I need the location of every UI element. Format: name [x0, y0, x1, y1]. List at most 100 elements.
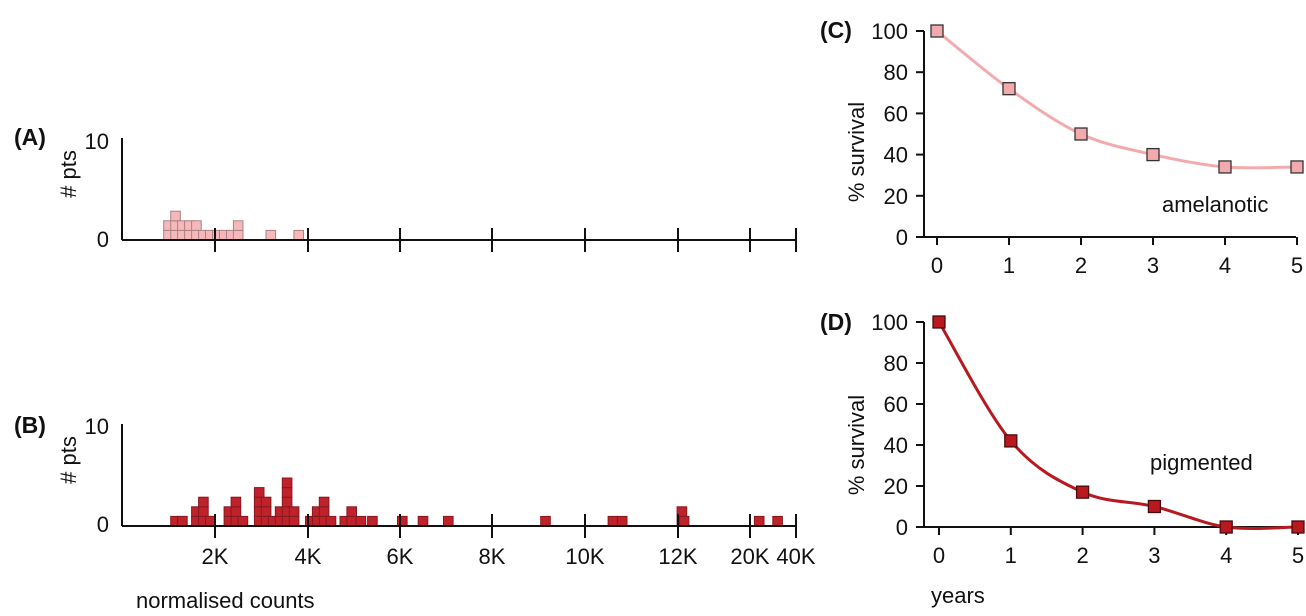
y-tick-label: 100 — [871, 310, 908, 335]
panel-b-xtick-labels: 2K 4K 6K 8K 10K 12K 20K 40K — [202, 544, 816, 569]
panel-b-xticks — [214, 514, 797, 538]
data-point-marker — [932, 315, 946, 329]
x-tick-label: 8K — [479, 544, 506, 569]
x-tick-label: 10K — [565, 544, 604, 569]
panel-a-letter: (A) — [14, 124, 46, 150]
histogram-panel-a: (A) 10 0 # pts — [14, 124, 797, 252]
panel-b-bars — [170, 477, 783, 527]
histogram-square — [265, 229, 277, 241]
survival-panel-d: (D) % survival 0 20 40 60 80 100 0 1 2 3 4 5 pigme… — [820, 309, 1305, 608]
histogram-square — [318, 506, 330, 517]
y-tick-label: 40 — [884, 143, 908, 168]
histogram-square — [417, 515, 429, 527]
histogram-square — [281, 487, 293, 498]
panel-d-ylabel: % survival — [844, 395, 869, 495]
y-tick-label: 20 — [884, 474, 908, 499]
panel-c-ylabel: % survival — [844, 102, 869, 202]
y-tick-label: 0 — [896, 225, 908, 250]
panel-a-bars — [163, 210, 304, 241]
x-tick-label: 0 — [933, 543, 945, 568]
histogram-square — [191, 220, 202, 231]
histogram-square — [230, 496, 242, 508]
panel-d-xlabel: years — [931, 583, 985, 608]
histogram-square — [205, 515, 216, 527]
panel-c-annotation: amelanotic — [1162, 192, 1268, 217]
histogram-square — [367, 515, 378, 527]
histogram-square — [260, 506, 272, 517]
panel-b-ylabel: # pts — [56, 436, 81, 484]
panel-c-letter: (C) — [820, 17, 852, 43]
x-tick-label: 3 — [1147, 253, 1159, 278]
data-point-marker — [1147, 499, 1162, 514]
histogram-square — [753, 515, 765, 527]
panel-c-xticks: 0 1 2 3 4 5 — [931, 237, 1303, 278]
histogram-square — [232, 229, 244, 241]
panel-b-ytick-0: 0 — [97, 512, 109, 537]
histogram-square — [281, 477, 293, 489]
data-point-marker — [1002, 82, 1016, 96]
histogram-square — [281, 496, 293, 508]
panel-a-xticks — [214, 228, 797, 252]
data-point-marker — [1291, 520, 1305, 534]
y-tick-label: 60 — [884, 101, 908, 126]
y-tick-label: 80 — [884, 351, 908, 376]
data-point-marker — [930, 24, 944, 38]
x-tick-label: 2 — [1075, 253, 1087, 278]
histogram-square — [170, 210, 181, 222]
histogram-square — [232, 220, 244, 231]
y-tick-label: 60 — [884, 392, 908, 417]
data-point-marker — [1146, 147, 1160, 162]
histogram-square — [260, 496, 272, 508]
histogram-square — [237, 515, 249, 527]
y-tick-label: 20 — [884, 184, 908, 209]
x-tick-label: 12K — [658, 544, 697, 569]
histogram-square — [198, 506, 209, 517]
panel-b-ytick-10: 10 — [85, 414, 109, 439]
histogram-square — [678, 515, 690, 527]
histogram-square — [346, 515, 357, 527]
panel-a-ytick-0: 0 — [97, 227, 109, 252]
data-point-marker — [1074, 127, 1088, 141]
x-tick-label: 6K — [387, 544, 414, 569]
x-tick-label: 5 — [1292, 543, 1304, 568]
panel-b-xlabel: normalised counts — [136, 588, 315, 613]
histogram-square — [355, 515, 367, 527]
x-tick-label: 2K — [202, 544, 229, 569]
x-tick-label: 2 — [1076, 543, 1088, 568]
panel-b-letter: (B) — [14, 412, 46, 438]
y-tick-label: 40 — [884, 433, 908, 458]
histogram-square — [616, 515, 628, 527]
panel-d-series — [932, 315, 1305, 534]
histogram-square — [772, 515, 783, 527]
histogram-square — [443, 515, 454, 527]
survival-line — [936, 29, 1298, 170]
histogram-square — [346, 506, 357, 517]
data-point-marker — [1075, 485, 1090, 499]
histogram-square — [607, 515, 619, 527]
histogram-square — [230, 506, 242, 517]
data-point-marker — [1218, 160, 1232, 174]
x-tick-label: 20K — [730, 544, 769, 569]
x-tick-label: 40K — [776, 544, 815, 569]
histogram-square — [198, 496, 209, 508]
histogram-square — [288, 515, 300, 527]
x-tick-label: 1 — [1005, 543, 1017, 568]
histogram-square — [293, 229, 304, 241]
x-tick-label: 5 — [1291, 253, 1303, 278]
data-point-marker — [1004, 434, 1018, 448]
y-tick-label: 100 — [871, 19, 908, 44]
x-tick-label: 4K — [295, 544, 322, 569]
panel-c-series — [930, 24, 1304, 174]
panel-d-annotation: pigmented — [1150, 450, 1253, 475]
panel-a-ytick-10: 10 — [85, 129, 109, 154]
histogram-panel-b: (B) 10 0 # pts 2K 4K 6K 8K 10K 12K 20K 40K norm… — [14, 412, 816, 613]
data-point-marker — [1219, 520, 1233, 534]
panel-c-yticks: 0 20 40 60 80 100 — [871, 19, 924, 250]
x-tick-label: 0 — [931, 253, 943, 278]
x-tick-label: 1 — [1003, 253, 1015, 278]
histogram-square — [177, 515, 188, 527]
y-tick-label: 0 — [896, 515, 908, 540]
panel-d-letter: (D) — [820, 309, 852, 335]
y-tick-label: 80 — [884, 60, 908, 85]
histogram-square — [397, 515, 408, 527]
